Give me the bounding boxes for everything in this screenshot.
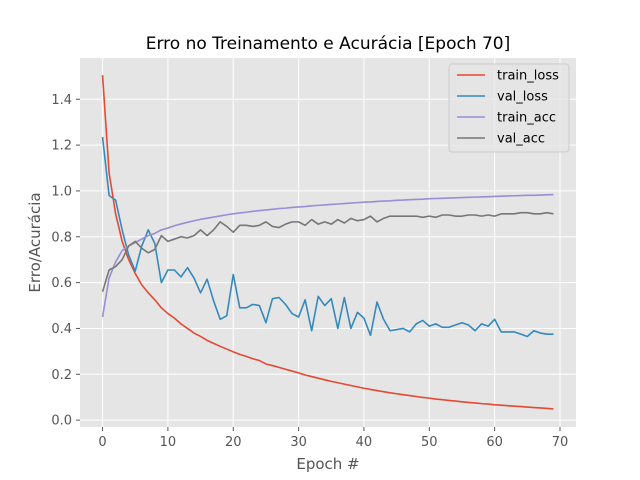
x-tick-label: 40 — [356, 435, 373, 450]
legend-label-val-loss: val_loss — [497, 90, 548, 105]
x-axis-label: Epoch # — [296, 455, 359, 473]
legend-label-val-acc: val_acc — [497, 132, 545, 147]
y-tick-label: 1.4 — [51, 93, 72, 108]
y-tick-label: 1.2 — [51, 139, 72, 154]
series-line-val-loss — [101, 136, 554, 338]
y-tick-label: 0.6 — [51, 276, 72, 291]
y-tick-label: 0.2 — [51, 368, 72, 383]
y-tick-label: 0.8 — [51, 230, 72, 245]
series-line-train-loss — [101, 75, 554, 410]
chart-title: Erro no Treinamento e Acurácia [Epoch 70… — [146, 34, 511, 54]
series-group — [101, 75, 554, 410]
x-tick-label: 60 — [486, 435, 503, 450]
x-tick-label: 50 — [421, 435, 438, 450]
y-axis: 0.0 0.2 0.4 0.6 0.8 1.0 1.2 1.4 — [51, 93, 80, 429]
x-tick-label: 30 — [290, 435, 307, 450]
series-line-val-acc — [101, 211, 554, 293]
y-tick-label: 0.0 — [51, 414, 72, 429]
y-tick-label: 1.0 — [51, 184, 72, 199]
legend-label-train-acc: train_acc — [497, 111, 556, 126]
x-tick-label: 20 — [225, 435, 242, 450]
legend: train_loss val_loss train_acc val_acc — [448, 63, 570, 153]
y-axis-label: Erro/Acurácia — [26, 192, 44, 292]
x-tick-label: 10 — [160, 435, 177, 450]
x-tick-label: 0 — [98, 435, 106, 450]
series-line-train-acc — [101, 193, 554, 318]
x-axis: 0 10 20 30 40 50 60 70 — [98, 427, 568, 450]
legend-box — [448, 63, 570, 153]
y-tick-label: 0.4 — [51, 322, 72, 337]
x-tick-label: 70 — [552, 435, 569, 450]
legend-label-train-loss: train_loss — [497, 69, 559, 84]
